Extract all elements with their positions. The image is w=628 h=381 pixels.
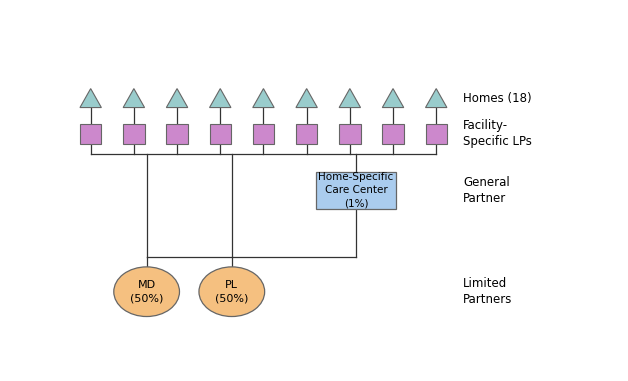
FancyBboxPatch shape [316,172,396,209]
Polygon shape [80,89,101,107]
Polygon shape [296,89,317,107]
Text: Home-Specific
Care Center
(1%): Home-Specific Care Center (1%) [318,172,394,208]
FancyBboxPatch shape [296,124,317,144]
Text: Limited
Partners: Limited Partners [463,277,512,306]
FancyBboxPatch shape [210,124,231,144]
FancyBboxPatch shape [80,124,101,144]
FancyBboxPatch shape [166,124,188,144]
Polygon shape [339,89,360,107]
Polygon shape [382,89,404,107]
FancyBboxPatch shape [426,124,447,144]
Ellipse shape [114,267,180,317]
FancyBboxPatch shape [252,124,274,144]
FancyBboxPatch shape [382,124,404,144]
Text: MD
(50%): MD (50%) [130,280,163,303]
Polygon shape [252,89,274,107]
Text: PL
(50%): PL (50%) [215,280,249,303]
Ellipse shape [199,267,264,317]
Polygon shape [166,89,188,107]
Polygon shape [123,89,144,107]
FancyBboxPatch shape [339,124,360,144]
Text: General
Partner: General Partner [463,176,510,205]
FancyBboxPatch shape [123,124,144,144]
Polygon shape [426,89,447,107]
Text: Facility-
Specific LPs: Facility- Specific LPs [463,119,532,148]
Text: Homes (18): Homes (18) [463,91,532,104]
Polygon shape [210,89,231,107]
